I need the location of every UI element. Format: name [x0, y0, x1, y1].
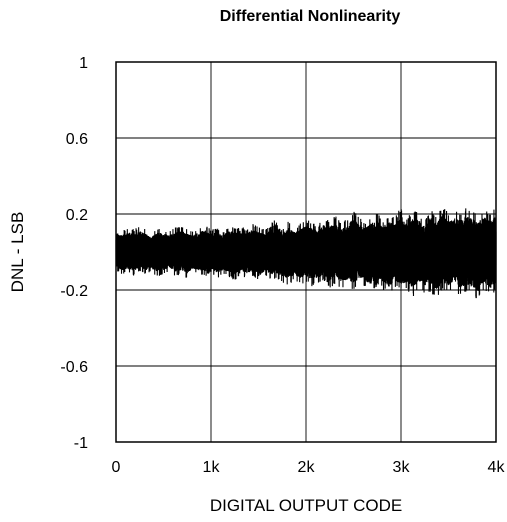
y-tick-label: 1: [79, 55, 88, 72]
y-tick-label: -1: [74, 435, 88, 452]
y-tick-label: -0.6: [60, 359, 88, 376]
x-tick-label: 2k: [298, 459, 316, 476]
x-tick-label: 3k: [393, 459, 411, 476]
y-tick-label: 0.2: [66, 207, 88, 224]
x-axis-label: DIGITAL OUTPUT CODE: [209, 496, 403, 515]
dnl-series-line: [115, 208, 497, 299]
y-tick-label: -0.2: [60, 283, 88, 300]
x-tick-label: 0: [112, 459, 121, 476]
y-axis-label: DNL - LSB: [8, 211, 27, 293]
x-tick-label: 4k: [488, 459, 506, 476]
chart-title: Differential Nonlinearity: [219, 8, 401, 25]
series-layer: [115, 208, 497, 299]
y-tick-label: 0.6: [66, 131, 88, 148]
x-tick-label: 1k: [203, 459, 221, 476]
tick-layer: 0 1k 2k 3k 4k 1 0.6 0.2 -0.2 -0.6 -1: [60, 55, 505, 476]
